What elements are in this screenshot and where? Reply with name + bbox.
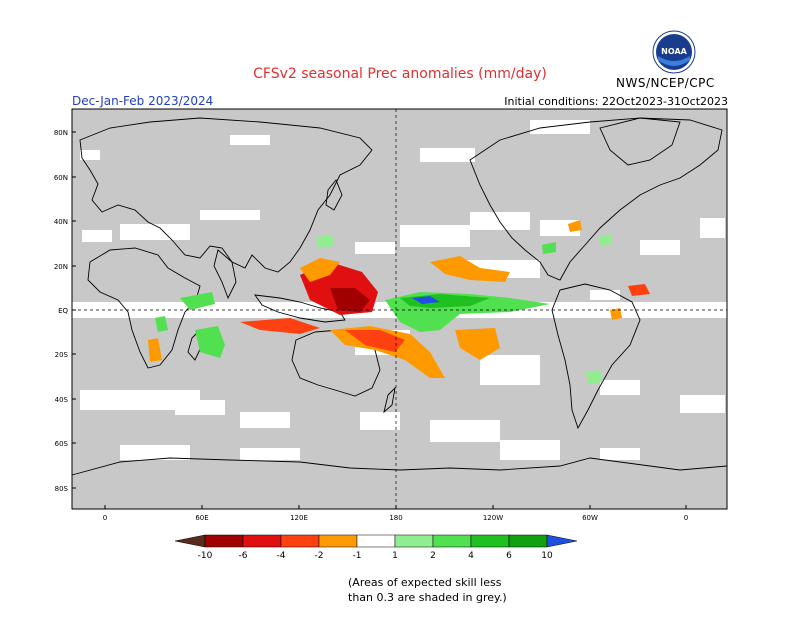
skill-note-line1: (Areas of expected skill less — [348, 576, 502, 589]
lon-label: 0 — [103, 514, 107, 522]
africa-outline — [87, 247, 201, 369]
antarctica-outline — [71, 457, 728, 476]
colorbar-tick-label: 4 — [468, 551, 474, 561]
colorbar-tick-label: -10 — [198, 551, 213, 561]
lat-label: 40S — [55, 396, 69, 404]
wet-na-east — [542, 242, 556, 254]
lon-label: 0 — [684, 514, 688, 522]
initial-conditions: Initial conditions: 22Oct2023-31Oct2023 — [504, 95, 728, 108]
lon-label: 180 — [389, 514, 402, 522]
lat-label: 80S — [55, 485, 69, 493]
map-frame — [71, 108, 728, 510]
lat-label: 40N — [54, 218, 68, 226]
dry-gulf — [568, 220, 582, 232]
lon-label: 60W — [582, 514, 598, 522]
dry-wpac-orange — [300, 258, 340, 282]
agency-label: NWS/NCEP/CPC — [616, 76, 715, 90]
colorbar-swatch — [356, 534, 396, 548]
colorbar-tick-label: 2 — [430, 551, 436, 561]
season-label: Dec-Jan-Feb 2023/2024 — [72, 94, 214, 108]
skill-note: (Areas of expected skill less than 0.3 a… — [300, 575, 648, 605]
colorbar-arrow-low — [174, 534, 206, 548]
lon-label: 120W — [483, 514, 503, 522]
lat-label: EQ — [58, 307, 68, 315]
map-title: CFSv2 seasonal Prec anomalies (mm/day) — [253, 66, 547, 82]
dry-atlantic — [628, 284, 650, 296]
wet-sw-africa — [155, 316, 168, 332]
colorbar-tick-label: -4 — [277, 551, 286, 561]
noaa-logo-icon: NOAA — [652, 30, 696, 74]
colorbar-swatch — [280, 534, 320, 548]
no-shading-regions — [72, 120, 727, 460]
dry-anomalies — [148, 220, 650, 378]
wet-s-africa — [195, 326, 225, 358]
dry-wpac-core — [330, 288, 370, 312]
dry-epac-south — [455, 328, 500, 360]
lat-label: 20N — [54, 263, 68, 271]
noaa-logo: NOAA — [652, 30, 696, 78]
colorbar-tick-label: -1 — [353, 551, 362, 561]
coastlines — [71, 117, 728, 476]
wet-se-asia — [316, 234, 334, 248]
colorbar-swatch — [470, 534, 510, 548]
lat-labels: 80N 60N 40N 20N EQ 20S 40S 60S 80S — [54, 129, 76, 493]
colorbar-swatch — [204, 534, 244, 548]
dry-indian-ocean — [240, 318, 320, 334]
eurasia-outline — [79, 117, 373, 273]
colorbar-swatch — [318, 534, 358, 548]
wet-s-america — [586, 370, 602, 384]
colorbar-tick-label: -2 — [315, 551, 324, 561]
lat-label: 60S — [55, 440, 69, 448]
dry-brazil — [610, 308, 622, 320]
nz-outline — [383, 386, 396, 414]
lon-label: 60E — [195, 514, 208, 522]
dry-s-africa — [148, 338, 162, 362]
wet-atlantic — [600, 234, 612, 246]
colorbar-swatch — [432, 534, 472, 548]
colorbar-tick-label: 10 — [541, 551, 553, 561]
colorbar-tick-label: 1 — [392, 551, 398, 561]
colorbar-swatch — [508, 534, 548, 548]
lat-label: 20S — [55, 351, 69, 359]
wet-anomalies — [155, 234, 612, 384]
lat-label: 80N — [54, 129, 68, 137]
svg-text:NOAA: NOAA — [661, 47, 687, 56]
south-america-outline — [551, 283, 641, 430]
lon-label: 120E — [290, 514, 308, 522]
colorbar-swatch — [394, 534, 434, 548]
lat-label: 60N — [54, 174, 68, 182]
colorbar-arrow-high — [546, 534, 578, 548]
greenland-outline — [599, 117, 681, 166]
colorbar: -10 -6 -4 -2 -1 1 2 4 6 10 — [174, 534, 578, 561]
japan-outline — [325, 179, 343, 211]
dry-npac — [430, 256, 510, 282]
lon-labels: 0 60E 120E 180 120W 60W 0 — [103, 505, 688, 522]
colorbar-tick-label: -6 — [239, 551, 248, 561]
skill-note-line2: than 0.3 are shaded in grey.) — [348, 591, 507, 604]
wet-cpac-max — [412, 296, 440, 304]
colorbar-swatch — [242, 534, 282, 548]
dry-spcz-core — [345, 330, 405, 352]
india-outline — [213, 249, 237, 300]
colorbar-tick-label: 6 — [506, 551, 512, 561]
wet-e-africa — [180, 292, 215, 310]
